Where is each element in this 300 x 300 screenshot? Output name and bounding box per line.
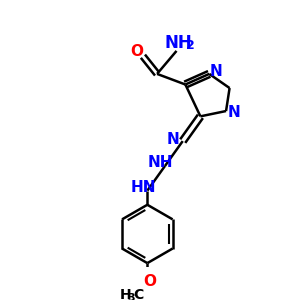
Text: N: N	[167, 132, 179, 147]
Text: HN: HN	[130, 180, 156, 195]
Text: NH: NH	[164, 34, 192, 52]
Text: N: N	[228, 105, 240, 120]
Text: O: O	[130, 44, 143, 59]
Text: C: C	[134, 288, 144, 300]
Text: 3: 3	[128, 292, 135, 300]
Text: NH: NH	[148, 155, 173, 170]
Text: H: H	[119, 288, 131, 300]
Text: O: O	[143, 274, 157, 289]
Text: N: N	[210, 64, 223, 79]
Text: 2: 2	[186, 39, 195, 52]
